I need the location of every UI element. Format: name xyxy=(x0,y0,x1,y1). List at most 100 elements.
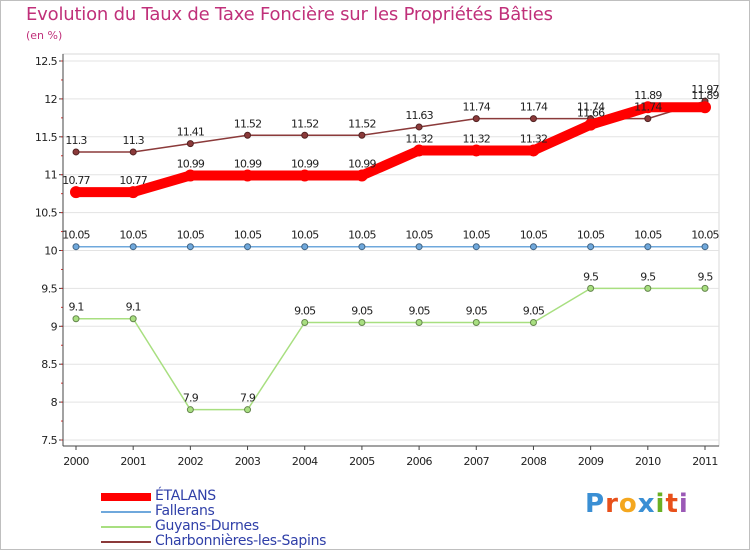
data-point-charbonnieres-les-sapins xyxy=(186,140,194,148)
data-label-fallerans: 10.05 xyxy=(691,229,719,242)
data-label-guyans-durnes: 9.05 xyxy=(408,305,430,318)
x-tick-label: 2006 xyxy=(406,455,432,468)
data-point-charbonnieres-les-sapins xyxy=(301,131,309,139)
logo-letter: r xyxy=(605,489,619,519)
data-point-charbonnieres-les-sapins xyxy=(529,115,537,123)
data-label-guyans-durnes: 9.1 xyxy=(126,301,141,314)
series-line-charbonnieres-les-sapins xyxy=(75,100,706,153)
data-label-charbonnieres-les-sapins: 11.52 xyxy=(291,117,319,130)
data-point-fallerans xyxy=(72,243,80,251)
data-point-etalans xyxy=(527,144,540,157)
y-tick-label: 7.5 xyxy=(41,434,57,447)
x-tick-label: 2003 xyxy=(235,455,261,468)
data-label-charbonnieres-les-sapins: 11.74 xyxy=(634,101,662,114)
y-tick-label: 11.5 xyxy=(35,131,58,144)
y-tick-label: 9 xyxy=(51,320,58,333)
data-point-fallerans xyxy=(529,243,537,251)
data-point-guyans-durnes xyxy=(244,406,252,414)
data-label-guyans-durnes: 9.05 xyxy=(351,305,373,318)
x-tick-label: 2004 xyxy=(292,455,318,468)
data-point-guyans-durnes xyxy=(701,284,709,292)
data-label-guyans-durnes: 7.9 xyxy=(183,392,199,405)
data-point-guyans-durnes xyxy=(358,319,366,327)
data-label-charbonnieres-les-sapins: 11.74 xyxy=(463,101,491,114)
data-label-etalans: 10.77 xyxy=(62,174,90,187)
data-label-fallerans: 10.05 xyxy=(348,229,376,242)
y-tick-label: 12 xyxy=(44,93,57,106)
x-tick-label: 2008 xyxy=(521,455,547,468)
data-point-etalans xyxy=(470,144,483,157)
data-point-etalans xyxy=(127,186,140,199)
data-label-etalans: 11.89 xyxy=(691,89,719,102)
data-label-fallerans: 10.05 xyxy=(463,229,491,242)
data-label-etalans: 10.99 xyxy=(234,157,262,170)
data-point-etalans xyxy=(355,169,368,182)
data-point-guyans-durnes xyxy=(301,319,309,327)
logo-letter: i xyxy=(655,489,666,519)
data-label-charbonnieres-les-sapins: 11.63 xyxy=(405,109,433,122)
data-label-fallerans: 10.05 xyxy=(291,229,319,242)
data-label-fallerans: 10.05 xyxy=(634,229,662,242)
data-point-etalans xyxy=(70,186,82,199)
data-label-etalans: 11.66 xyxy=(577,107,605,120)
data-point-guyans-durnes xyxy=(415,319,423,327)
data-point-etalans xyxy=(241,169,254,182)
data-point-guyans-durnes xyxy=(129,315,137,323)
legend-swatch xyxy=(101,541,151,543)
data-label-charbonnieres-les-sapins: 11.52 xyxy=(348,117,376,130)
legend-label: ÉTALANS xyxy=(155,488,216,504)
data-point-fallerans xyxy=(301,243,309,251)
y-tick-label: 12.5 xyxy=(35,55,58,68)
data-point-charbonnieres-les-sapins xyxy=(358,131,366,139)
data-point-etalans xyxy=(641,101,654,114)
data-point-fallerans xyxy=(129,243,137,251)
data-point-fallerans xyxy=(587,243,595,251)
data-label-etalans: 11.32 xyxy=(520,132,548,145)
data-label-charbonnieres-les-sapins: 11.52 xyxy=(234,117,262,130)
logo-letter: x xyxy=(637,489,656,519)
data-point-guyans-durnes xyxy=(472,319,480,327)
chart-title: Evolution du Taux de Taxe Foncière sur l… xyxy=(26,4,553,25)
logo-letter: i xyxy=(678,489,689,519)
data-point-charbonnieres-les-sapins xyxy=(644,115,652,123)
data-point-charbonnieres-les-sapins xyxy=(415,123,423,131)
data-label-charbonnieres-les-sapins: 11.74 xyxy=(520,101,548,114)
legend-label: Charbonnières-les-Sapins xyxy=(155,533,327,549)
data-label-guyans-durnes: 9.5 xyxy=(640,270,656,283)
data-label-etalans: 10.99 xyxy=(291,157,319,170)
series-line-guyans-durnes xyxy=(75,287,706,411)
data-point-guyans-durnes xyxy=(644,284,652,292)
data-label-fallerans: 10.05 xyxy=(405,229,433,242)
data-point-fallerans xyxy=(186,243,194,251)
y-tick-label: 11 xyxy=(44,169,57,182)
logo-letter: P xyxy=(585,489,606,519)
logo-letter: t xyxy=(665,489,679,519)
data-label-charbonnieres-les-sapins: 11.41 xyxy=(177,126,205,139)
data-label-etalans: 10.99 xyxy=(177,157,205,170)
y-tick-label: 9.5 xyxy=(41,282,57,295)
data-label-charbonnieres-les-sapins: 11.97 xyxy=(691,83,719,96)
data-label-guyans-durnes: 7.9 xyxy=(240,392,256,405)
data-point-guyans-durnes xyxy=(186,406,194,414)
x-tick-label: 2002 xyxy=(178,455,204,468)
data-point-guyans-durnes xyxy=(587,284,595,292)
data-point-etalans xyxy=(699,101,711,114)
data-label-charbonnieres-les-sapins: 11.3 xyxy=(65,134,87,147)
x-tick-label: 2007 xyxy=(463,455,489,468)
x-tick-label: 2001 xyxy=(120,455,146,468)
data-point-fallerans xyxy=(472,243,480,251)
series-line-etalans xyxy=(71,102,710,198)
data-label-fallerans: 10.05 xyxy=(577,229,605,242)
data-label-guyans-durnes: 9.5 xyxy=(583,270,599,283)
legend-swatch xyxy=(101,526,151,528)
x-tick-label: 2010 xyxy=(635,455,661,468)
data-label-etalans: 11.32 xyxy=(463,132,491,145)
data-label-guyans-durnes: 9.5 xyxy=(697,270,713,283)
y-tick-label: 8 xyxy=(51,396,58,409)
data-point-guyans-durnes xyxy=(529,319,537,327)
data-point-etalans xyxy=(298,169,311,182)
data-point-guyans-durnes xyxy=(72,315,80,323)
data-point-charbonnieres-les-sapins xyxy=(72,148,80,156)
data-label-charbonnieres-les-sapins: 11.3 xyxy=(123,134,145,147)
y-tick-label: 8.5 xyxy=(41,358,57,371)
